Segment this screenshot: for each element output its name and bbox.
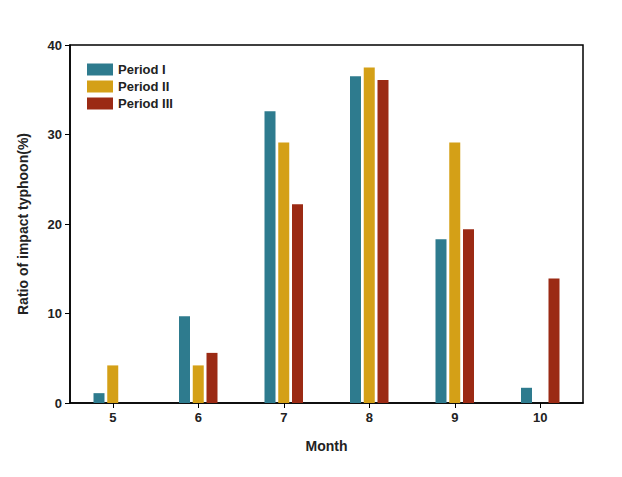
svg-text:40: 40 [48,38,62,53]
svg-text:6: 6 [195,410,202,425]
svg-text:0: 0 [55,396,62,411]
svg-text:8: 8 [366,410,373,425]
svg-text:5: 5 [109,410,116,425]
svg-text:Month: Month [306,438,348,454]
svg-text:Ratio of impact typhoon(%): Ratio of impact typhoon(%) [15,133,31,315]
svg-text:10: 10 [533,410,547,425]
svg-text:7: 7 [280,410,287,425]
svg-text:Period II: Period II [118,79,169,94]
svg-text:10: 10 [48,306,62,321]
svg-text:Period III: Period III [118,96,173,111]
svg-text:30: 30 [48,127,62,142]
svg-text:9: 9 [451,410,458,425]
svg-text:20: 20 [48,217,62,232]
svg-text:Period I: Period I [118,62,166,77]
